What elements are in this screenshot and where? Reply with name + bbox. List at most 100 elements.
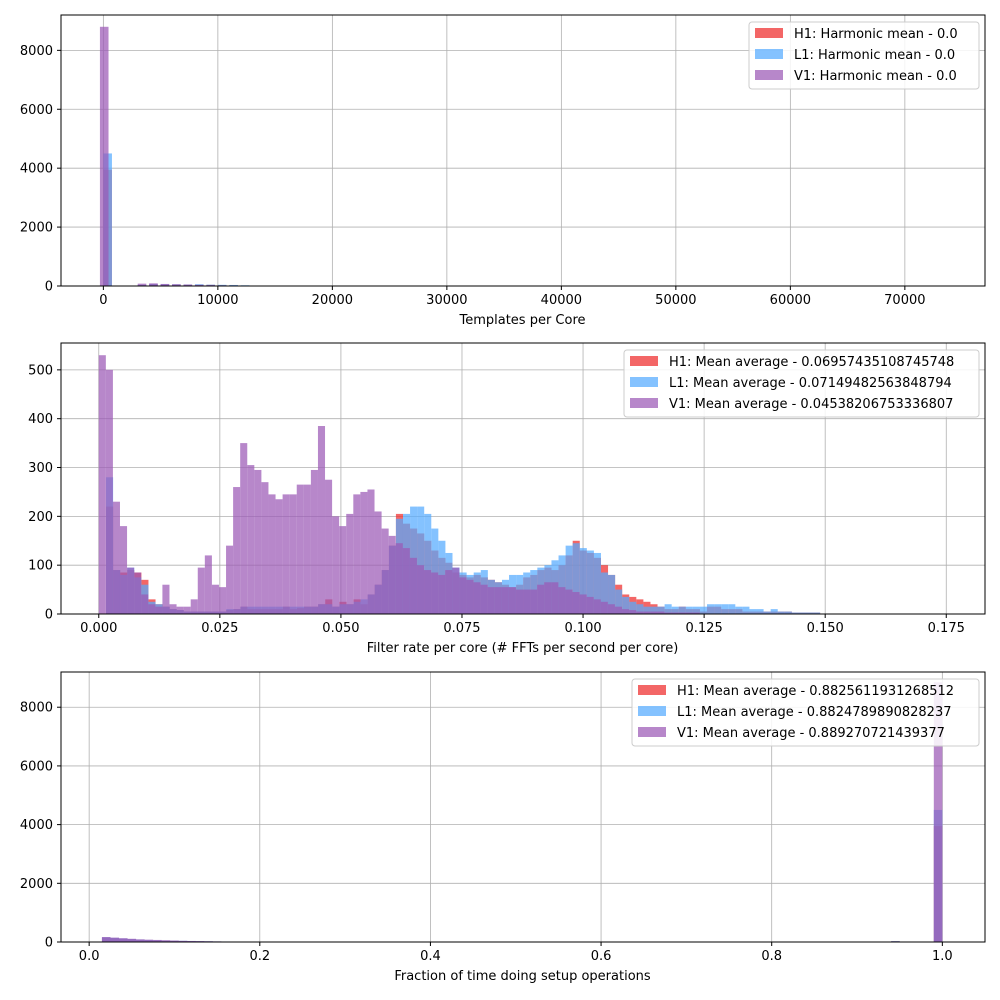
histogram-bar-V1 (194, 284, 204, 286)
y-tick-label: 6000 (20, 759, 53, 774)
histogram-bar-V1 (551, 582, 559, 614)
legend-label-L1: L1: Mean average - 0.07149482563848794 (669, 376, 952, 391)
legend-label-V1: V1: Mean average - 0.889270721439377 (677, 726, 945, 741)
histogram-bar-V1 (204, 555, 212, 614)
histogram-bar-V1 (136, 939, 145, 942)
histogram-bar-L1 (424, 513, 432, 614)
legend-swatch-H1 (638, 685, 666, 695)
histogram-bar-V1 (593, 599, 601, 614)
histogram-bar-L1 (417, 506, 425, 614)
histogram-bar-L1 (735, 606, 743, 614)
histogram-bar-V1 (933, 682, 943, 942)
histogram-bar-L1 (572, 543, 580, 614)
series-L1 (101, 809, 943, 942)
plot-frame (60, 342, 986, 615)
histogram-bar-L1 (699, 606, 708, 614)
x-tick-label: 0.150 (807, 621, 844, 636)
histogram-bar-V1 (657, 611, 665, 614)
histogram-bar-V1 (367, 489, 375, 614)
histogram-bar-V1 (310, 469, 318, 614)
histogram-bar-L1 (579, 548, 587, 614)
histogram-bar-V1 (275, 499, 283, 614)
histogram-bar-V1 (466, 579, 474, 614)
histogram-bar-V1 (431, 572, 439, 614)
x-tick-label: 50000 (655, 293, 696, 308)
legend-label-H1: H1: Mean average - 0.8825611931268512 (677, 684, 954, 699)
x-tick-label: 0.050 (322, 621, 359, 636)
histogram-bar-V1 (473, 582, 481, 614)
legend-swatch-V1 (638, 727, 666, 737)
series-L1 (103, 153, 261, 286)
histogram-bar-L1 (636, 604, 644, 614)
x-tick-label: 0.000 (80, 621, 117, 636)
histogram-bar-V1 (572, 592, 580, 614)
x-tick-label: 0.100 (564, 621, 601, 636)
histogram-bar-V1 (579, 594, 587, 614)
histogram-bar-V1 (226, 545, 234, 614)
histogram-bar-V1 (289, 494, 297, 614)
histogram-bar-V1 (339, 526, 347, 614)
histogram-bar-V1 (678, 612, 686, 614)
x-tick-label: 0 (99, 293, 107, 308)
histogram-bar-V1 (388, 535, 396, 614)
legend: H1: Mean average - 0.8825611931268512 L1:… (631, 678, 980, 747)
histogram-bar-V1 (169, 604, 177, 614)
histogram-bar-V1 (607, 604, 615, 614)
histogram-bar-V1 (99, 26, 109, 287)
legend-label-H1: H1: Harmonic mean - 0.0 (794, 27, 958, 42)
x-axis-label: Templates per Core (458, 313, 585, 328)
histogram-bar-V1 (155, 606, 163, 614)
series-V1 (98, 355, 700, 614)
histogram-bar-V1 (144, 939, 154, 942)
legend-label-L1: L1: Harmonic mean - 0.0 (794, 48, 955, 63)
histogram-bar-L1 (714, 604, 722, 614)
x-tick-label: 0.025 (201, 621, 238, 636)
y-tick-label: 200 (28, 510, 53, 525)
histogram-bar-V1 (360, 491, 368, 614)
histogram-bar-V1 (402, 548, 410, 614)
histogram-bar-V1 (487, 587, 495, 614)
histogram-bar-L1 (707, 604, 715, 614)
x-tick-label: 60000 (770, 293, 811, 308)
legend-label-H1: H1: Mean average - 0.06957435108745748 (669, 355, 954, 370)
histogram-bar-V1 (424, 570, 432, 614)
histogram-bar-L1 (678, 606, 686, 614)
histogram-bar-V1 (303, 484, 311, 614)
histogram-bar-V1 (176, 606, 184, 614)
histogram-bar-V1 (685, 612, 693, 614)
histogram-bar-V1 (416, 565, 425, 614)
histogram-bar-V1 (381, 528, 389, 614)
histogram-bar-L1 (558, 555, 566, 614)
histogram-bar-L1 (777, 611, 785, 614)
y-tick-label: 2000 (20, 877, 53, 892)
histogram-bar-L1 (622, 596, 630, 614)
y-tick-label: 8000 (20, 701, 53, 716)
x-tick-label: 0.8 (761, 949, 782, 964)
y-tick-label: 8000 (20, 44, 53, 59)
histogram-bar-L1 (229, 284, 238, 286)
histogram-bar-V1 (537, 584, 545, 614)
histogram-bar-V1 (127, 938, 137, 942)
histogram-bar-V1 (445, 570, 453, 614)
histogram-bar-V1 (98, 355, 106, 614)
x-tick-label: 20000 (312, 293, 353, 308)
y-tick-label: 400 (28, 412, 53, 427)
histogram-bar-V1 (233, 487, 241, 614)
x-axis-label: Filter rate per core (# FFTs per second … (367, 641, 679, 656)
legend: H1: Harmonic mean - 0.0 L1: Harmonic mean… (748, 21, 980, 90)
y-tick-label: 0 (45, 608, 53, 623)
x-tick-label: 70000 (884, 293, 925, 308)
histogram-bar-V1 (161, 940, 171, 942)
plot-frame (60, 671, 986, 943)
histogram-bar-L1 (763, 611, 771, 614)
histogram-bar-V1 (586, 596, 594, 614)
plot-frame (60, 14, 986, 287)
histogram-bar-V1 (105, 369, 113, 614)
histogram-bar-V1 (565, 589, 573, 614)
y-tick-label: 300 (28, 461, 53, 476)
histogram-bar-V1 (101, 937, 111, 942)
histogram-bar-V1 (692, 612, 700, 614)
histogram-bar-V1 (190, 599, 198, 614)
histogram-bar-L1 (586, 550, 594, 614)
